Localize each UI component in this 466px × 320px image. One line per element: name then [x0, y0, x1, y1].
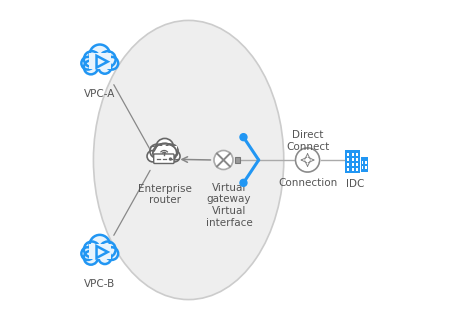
- Circle shape: [84, 242, 100, 257]
- Circle shape: [295, 148, 320, 172]
- Text: Direct
Connect: Direct Connect: [286, 131, 329, 152]
- Text: VPC-A: VPC-A: [84, 89, 116, 99]
- Circle shape: [89, 44, 110, 65]
- FancyBboxPatch shape: [347, 158, 350, 161]
- Circle shape: [170, 158, 171, 160]
- FancyBboxPatch shape: [89, 244, 111, 259]
- Circle shape: [214, 150, 233, 170]
- FancyBboxPatch shape: [352, 163, 354, 166]
- FancyBboxPatch shape: [365, 161, 367, 164]
- FancyBboxPatch shape: [89, 53, 111, 69]
- Circle shape: [164, 144, 178, 158]
- FancyBboxPatch shape: [356, 158, 358, 161]
- Circle shape: [84, 51, 100, 67]
- FancyBboxPatch shape: [347, 163, 350, 166]
- Circle shape: [105, 57, 118, 69]
- Circle shape: [84, 60, 98, 74]
- FancyBboxPatch shape: [352, 158, 354, 161]
- FancyBboxPatch shape: [365, 166, 367, 169]
- Circle shape: [98, 61, 111, 74]
- FancyBboxPatch shape: [352, 168, 354, 171]
- Circle shape: [89, 235, 110, 255]
- FancyBboxPatch shape: [153, 146, 177, 157]
- Circle shape: [82, 247, 94, 260]
- FancyBboxPatch shape: [356, 163, 358, 166]
- Circle shape: [240, 179, 247, 186]
- FancyBboxPatch shape: [154, 154, 174, 164]
- Circle shape: [98, 252, 111, 264]
- FancyBboxPatch shape: [362, 161, 363, 164]
- Circle shape: [100, 242, 116, 257]
- FancyBboxPatch shape: [356, 168, 358, 171]
- Text: Virtual
gateway
Virtual
interface: Virtual gateway Virtual interface: [206, 183, 252, 228]
- FancyBboxPatch shape: [362, 166, 363, 169]
- Ellipse shape: [93, 20, 284, 300]
- Text: Connection: Connection: [278, 178, 337, 188]
- Circle shape: [100, 51, 116, 67]
- FancyBboxPatch shape: [347, 153, 350, 156]
- Circle shape: [82, 57, 94, 69]
- Text: VPC-B: VPC-B: [84, 279, 116, 289]
- FancyBboxPatch shape: [345, 150, 360, 173]
- FancyBboxPatch shape: [361, 157, 368, 172]
- Circle shape: [150, 144, 164, 158]
- Circle shape: [84, 251, 98, 265]
- FancyBboxPatch shape: [356, 153, 358, 156]
- Circle shape: [169, 150, 180, 162]
- Circle shape: [156, 139, 174, 156]
- Circle shape: [147, 150, 158, 162]
- FancyBboxPatch shape: [352, 153, 354, 156]
- Circle shape: [105, 247, 118, 260]
- FancyBboxPatch shape: [347, 168, 350, 171]
- Text: Enterprise
router: Enterprise router: [138, 184, 192, 205]
- Text: IDC: IDC: [346, 179, 364, 189]
- Circle shape: [240, 134, 247, 141]
- FancyBboxPatch shape: [234, 157, 240, 163]
